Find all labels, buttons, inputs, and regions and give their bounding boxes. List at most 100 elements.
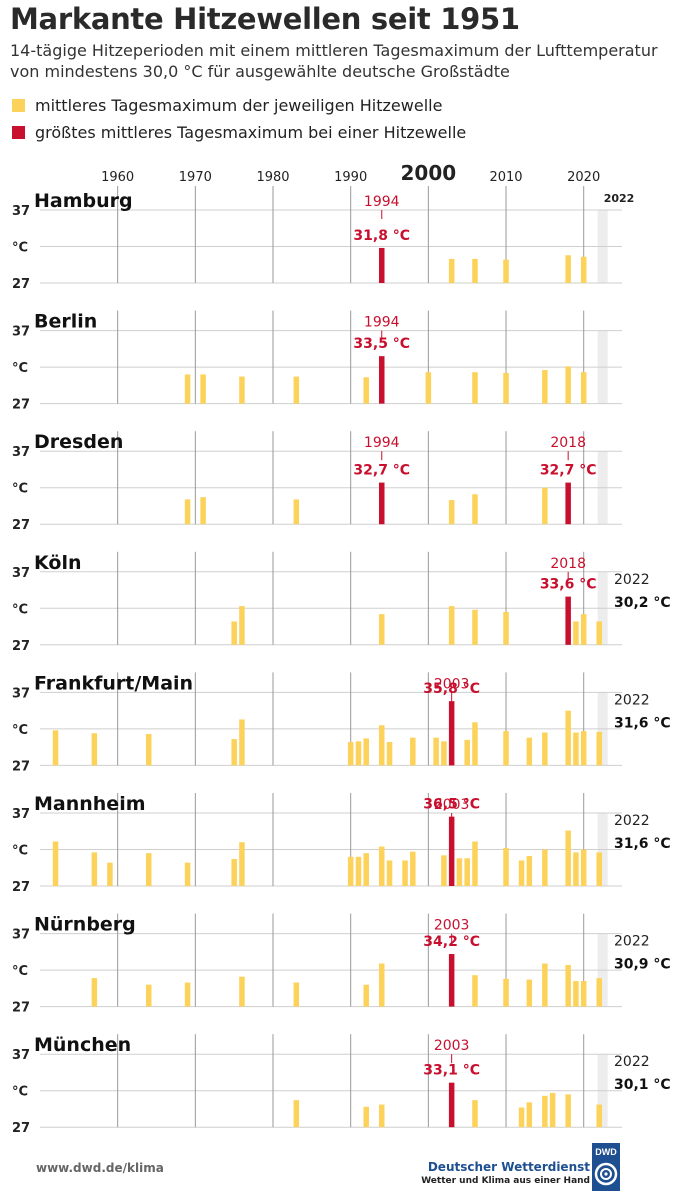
dwd-brand: Deutscher Wetterdienst Wetter und Klima … [421,1160,590,1186]
bar [379,614,385,645]
max-year-label: 2018 [550,556,586,572]
max-year-label: 2003 [434,797,470,813]
bar [52,730,59,766]
bar [448,500,455,525]
bar [410,737,416,766]
bar [231,621,237,645]
footer-url[interactable]: www.dwd.de/klima [36,1161,164,1175]
max-year-label: 1994 [364,435,400,451]
max-value-label: 33,6 °C [540,577,597,593]
bar [472,975,478,1007]
x-tick-label: 1970 [179,170,212,185]
bar [580,731,587,766]
bar [549,1092,556,1128]
bar [379,1104,385,1128]
legend-swatch-normal [12,99,25,112]
bar [542,849,548,886]
bar [573,732,579,766]
x-tick-label: 1990 [334,170,367,185]
bar [596,621,602,645]
bar [580,372,587,404]
bar [355,856,362,886]
max-year-label: 2003 [434,1038,470,1054]
bar [410,851,416,886]
current-year-label: 2022 [614,1054,650,1070]
bar [293,982,300,1007]
bar [379,725,385,766]
y-tick-label: 37 [12,686,30,701]
bar [565,1094,571,1128]
chart-title: Markante Hitzewellen seit 1951 [10,2,520,36]
bar [565,710,571,766]
bar [472,258,478,283]
y-tick-label: 27 [12,880,30,895]
bar [448,606,455,645]
chart-subtitle: 14-tägige Hitzeperioden mit einem mittle… [10,41,658,81]
x-tick-label: 1980 [256,170,289,185]
bar [472,609,478,645]
y-tick-label: 37 [12,928,30,943]
bar-max [448,701,455,766]
y-tick-label: 27 [12,1121,30,1136]
bar [542,1095,548,1128]
bar [231,858,237,886]
bar [91,978,98,1007]
bar [239,376,245,404]
city-name: Dresden [34,431,123,453]
bar [503,978,509,1007]
bar [91,733,98,766]
y-tick-label: 37 [12,445,30,460]
bar [464,739,470,766]
bar [596,1104,602,1128]
max-value-label: 32,7 °C [540,463,597,479]
max-value-label: 31,8 °C [353,228,410,244]
y-tick-label: 27 [12,639,30,654]
y-tick-label: 37 [12,325,30,340]
bar-max [379,247,385,283]
bar [293,376,300,404]
max-value-label: 34,2 °C [423,934,480,950]
y-tick-label: °C [12,723,28,738]
bar [402,860,408,886]
max-value-label: 33,5 °C [353,336,410,352]
y-tick-label: °C [12,361,28,376]
bar [441,741,447,766]
bar [472,722,478,766]
bar [596,731,602,766]
bar [503,372,509,404]
bar-max [565,482,571,525]
dwd-logo-text: DWD [595,1147,617,1157]
bar [456,858,463,886]
bar [379,963,385,1007]
max-year-label: 1994 [364,315,400,331]
bar [526,1102,533,1128]
bar [573,981,579,1007]
bar [526,737,533,766]
bar [184,982,191,1007]
bar [200,374,206,404]
bar [145,853,152,886]
city-name: Mannheim [34,793,146,815]
city-name: Nürnberg [34,914,136,936]
legend-swatch-max [12,126,25,139]
bar [565,366,571,404]
bar [52,841,59,886]
bar [596,852,602,886]
max-value-label: 33,1 °C [423,1063,480,1079]
y-tick-label: 37 [12,566,30,581]
bar [293,1100,300,1128]
current-value-label: 30,2 °C [614,595,671,611]
y-tick-label: °C [12,844,28,859]
city-name: Köln [34,552,81,574]
bar-max [448,954,455,1007]
bar [472,494,478,525]
legend-item-normal: mittleres Tagesmaximum der jeweiligen Hi… [12,96,442,115]
bar [355,741,362,766]
current-value-label: 31,6 °C [614,836,671,852]
bar [347,742,354,766]
bar [565,255,571,283]
bar [580,981,587,1007]
bar [363,377,369,404]
y-tick-label: °C [12,1085,28,1100]
